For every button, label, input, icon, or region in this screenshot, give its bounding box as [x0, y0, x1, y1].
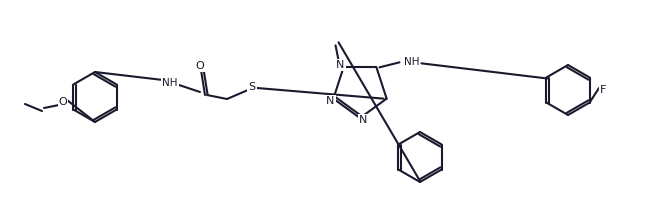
Text: O: O	[58, 97, 68, 107]
Text: N: N	[359, 115, 367, 125]
Text: NH: NH	[162, 78, 177, 88]
Text: F: F	[600, 85, 606, 95]
Text: NH: NH	[404, 57, 419, 67]
Text: N: N	[336, 60, 344, 70]
Text: O: O	[196, 61, 204, 71]
Text: S: S	[248, 82, 255, 92]
Text: N: N	[326, 96, 335, 106]
